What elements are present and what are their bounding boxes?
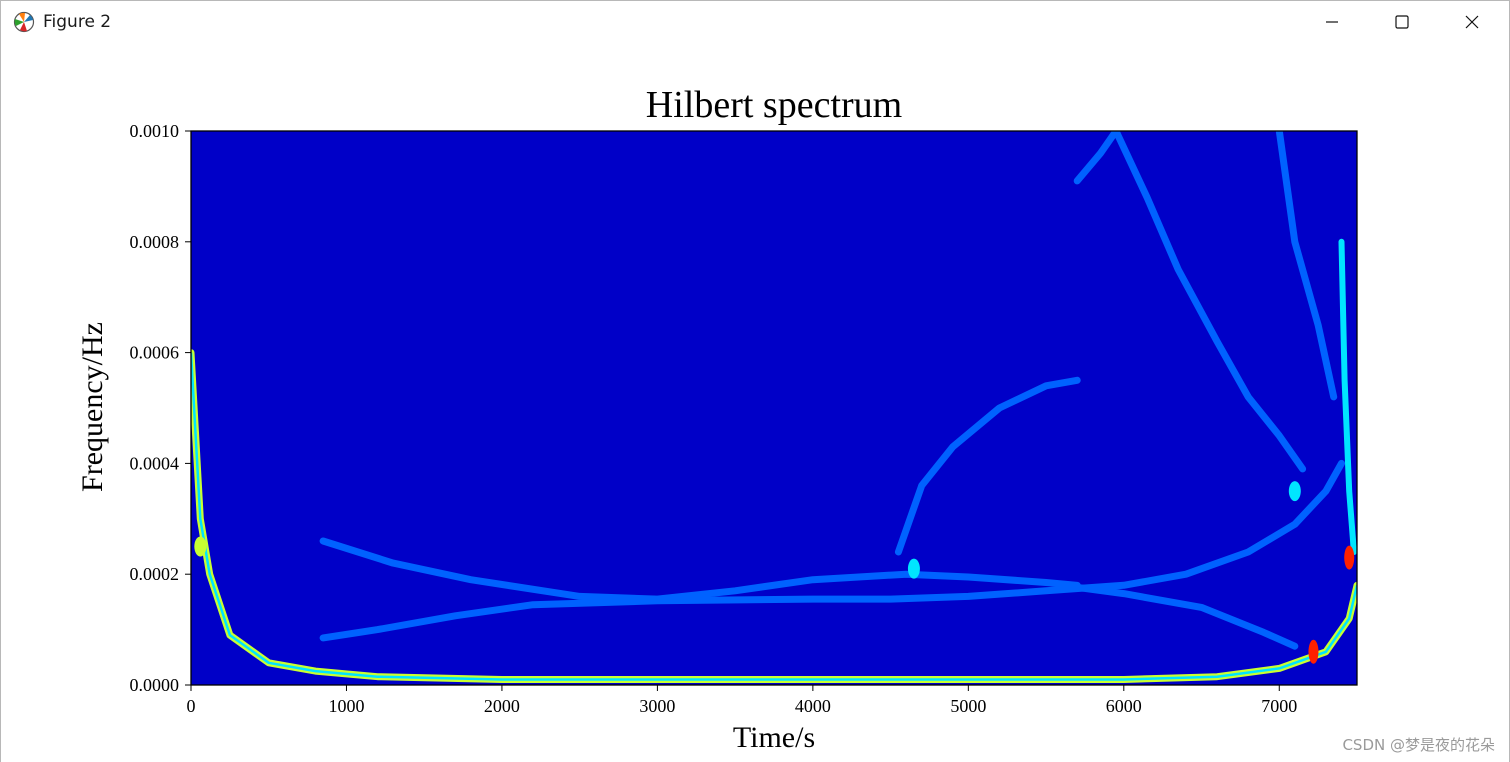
matplotlib-icon [13, 11, 35, 33]
minimize-button[interactable] [1297, 1, 1367, 43]
x-tick-label: 1000 [328, 696, 364, 716]
y-tick-label: 0.0004 [130, 453, 180, 473]
minimize-icon [1326, 21, 1338, 23]
spectrum-hotspot-3 [194, 536, 207, 557]
spectrum-ridge-6 [1112, 131, 1307, 473]
y-tick-label: 0.0002 [130, 564, 180, 584]
title-bar[interactable]: Figure 2 [1, 1, 1509, 43]
maximize-button[interactable] [1367, 1, 1437, 43]
spectrum-ridge-core-1 [191, 352, 1357, 681]
x-tick-label: 2000 [484, 696, 520, 716]
x-axis-label: Time/s [732, 721, 816, 754]
maximize-icon [1395, 15, 1409, 29]
spectrum-ridge-9 [1338, 238, 1357, 555]
hilbert-spectrum-plot: 0 1000 2000 3000 4000 5000 6000 7000 0.0000 0.000… [130, 121, 1358, 716]
spectrum-ridge-4 [1058, 581, 1299, 650]
x-tick-label: 7000 [1261, 696, 1297, 716]
spectrum-hotspot-2 [1308, 639, 1319, 664]
spectrum-ridge-8 [1275, 131, 1338, 401]
x-tick-label: 4000 [795, 696, 831, 716]
y-tick-label: 0.0000 [130, 675, 180, 695]
spectrum-ridge-7 [1073, 131, 1120, 185]
y-tick-label: 0.0006 [130, 343, 180, 363]
spectrum-hotspot-1 [1344, 545, 1355, 570]
x-tick-label: 0 [187, 696, 196, 716]
window-title: Figure 2 [43, 12, 112, 32]
spectrum-ridge-2 [319, 537, 1081, 603]
spectrum-hotspot-4 [907, 558, 920, 579]
spectrum-ridge-3 [319, 459, 1345, 642]
y-tick-label: 0.0010 [130, 121, 180, 141]
figure-canvas: Hilbert spectrum Frequency/Hz Time/s 0 10… [1, 43, 1509, 762]
x-tick-label: 3000 [639, 696, 675, 716]
x-tick-label: 6000 [1106, 696, 1142, 716]
close-icon [1465, 15, 1479, 29]
chart-title: Hilbert spectrum [645, 84, 903, 126]
x-tick-label: 5000 [950, 696, 986, 716]
plot-frame [190, 130, 1358, 686]
close-button[interactable] [1437, 1, 1507, 43]
watermark: CSDN @梦是夜的花朵 [1342, 736, 1495, 754]
spectrum-hotspot-5 [1288, 481, 1301, 502]
y-tick-label: 0.0008 [130, 232, 180, 252]
plot-background [191, 131, 1357, 685]
spectrum-ridge-5 [894, 376, 1081, 556]
